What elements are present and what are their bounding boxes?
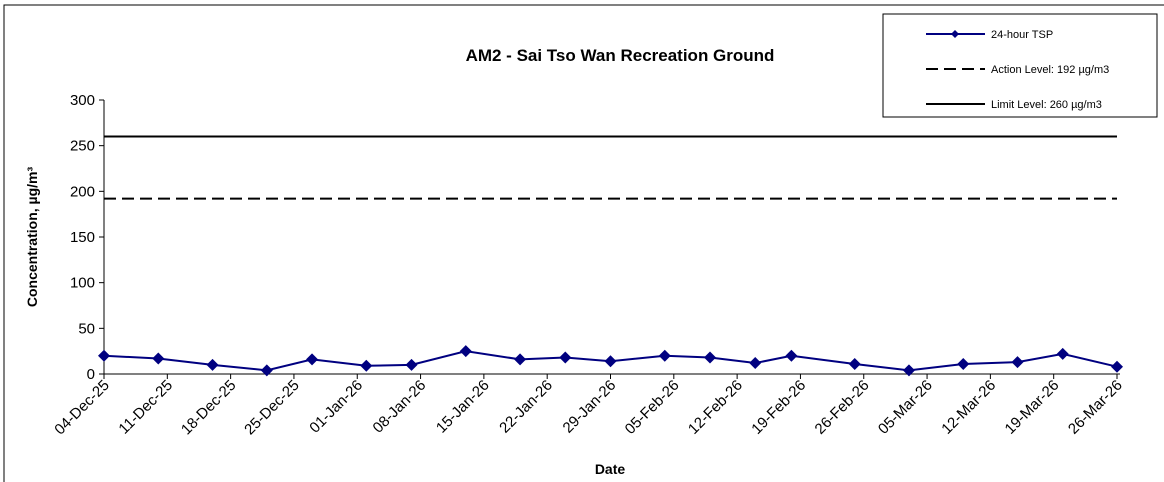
x-tick-label: 11-Dec-25 [115,377,176,438]
y-tick-label: 100 [70,275,95,292]
legend-label: Limit Level: 260 µg/m3 [991,99,1102,111]
legend-label: 24-hour TSP [991,29,1053,41]
x-tick-label: 22-Jan-26 [496,377,556,437]
y-axis-label: Concentration, µg/m³ [24,167,40,308]
x-tick-label: 29-Jan-26 [560,377,620,437]
data-point [848,357,861,370]
data-point [360,359,373,372]
x-tick-label: 05-Mar-26 [875,377,936,438]
data-point [785,349,798,362]
data-point [1056,347,1069,360]
data-point [1111,360,1123,373]
y-tick-label: 150 [70,229,95,246]
x-tick-label: 08-Jan-26 [370,377,430,437]
legend-label: Action Level: 192 µg/m3 [991,64,1109,76]
data-point [604,355,617,368]
x-tick-label: 12-Mar-26 [938,377,999,438]
data-point [1011,356,1024,369]
x-tick-label: 19-Mar-26 [1002,377,1063,438]
data-point [559,351,572,364]
x-tick-label: 25-Dec-25 [241,377,303,439]
data-point [152,352,165,365]
y-tick-label: 200 [70,183,95,200]
legend-marker [951,30,959,38]
data-point [957,357,970,370]
x-axis-label: Date [595,461,626,477]
data-point [98,349,110,362]
x-tick-label: 01-Jan-26 [306,377,366,437]
y-tick-label: 250 [70,138,95,155]
y-tick-label: 0 [87,366,95,383]
data-point [306,353,319,366]
data-point [206,358,219,371]
x-tick-label: 26-Feb-26 [812,377,873,438]
data-point [459,345,472,358]
x-tick-label: 19-Feb-26 [748,377,809,438]
data-point [749,357,762,370]
x-tick-label: 26-Mar-26 [1065,377,1126,438]
data-point [405,358,418,371]
data-point [703,351,716,364]
x-tick-label: 15-Jan-26 [433,377,493,437]
y-tick-label: 50 [78,320,95,337]
legend-box [882,13,1158,118]
x-tick-label: 04-Dec-25 [51,377,113,439]
x-tick-label: 05-Feb-26 [622,377,683,438]
x-tick-label: 18-Dec-25 [178,377,240,439]
chart-frame [3,4,1164,482]
data-point [514,353,527,366]
chart-title: AM2 - Sai Tso Wan Recreation Ground [466,46,775,65]
x-tick-label: 12-Feb-26 [685,377,746,438]
y-tick-label: 300 [70,92,95,109]
data-point [658,349,671,362]
data-point [260,364,273,377]
data-point [902,364,915,377]
